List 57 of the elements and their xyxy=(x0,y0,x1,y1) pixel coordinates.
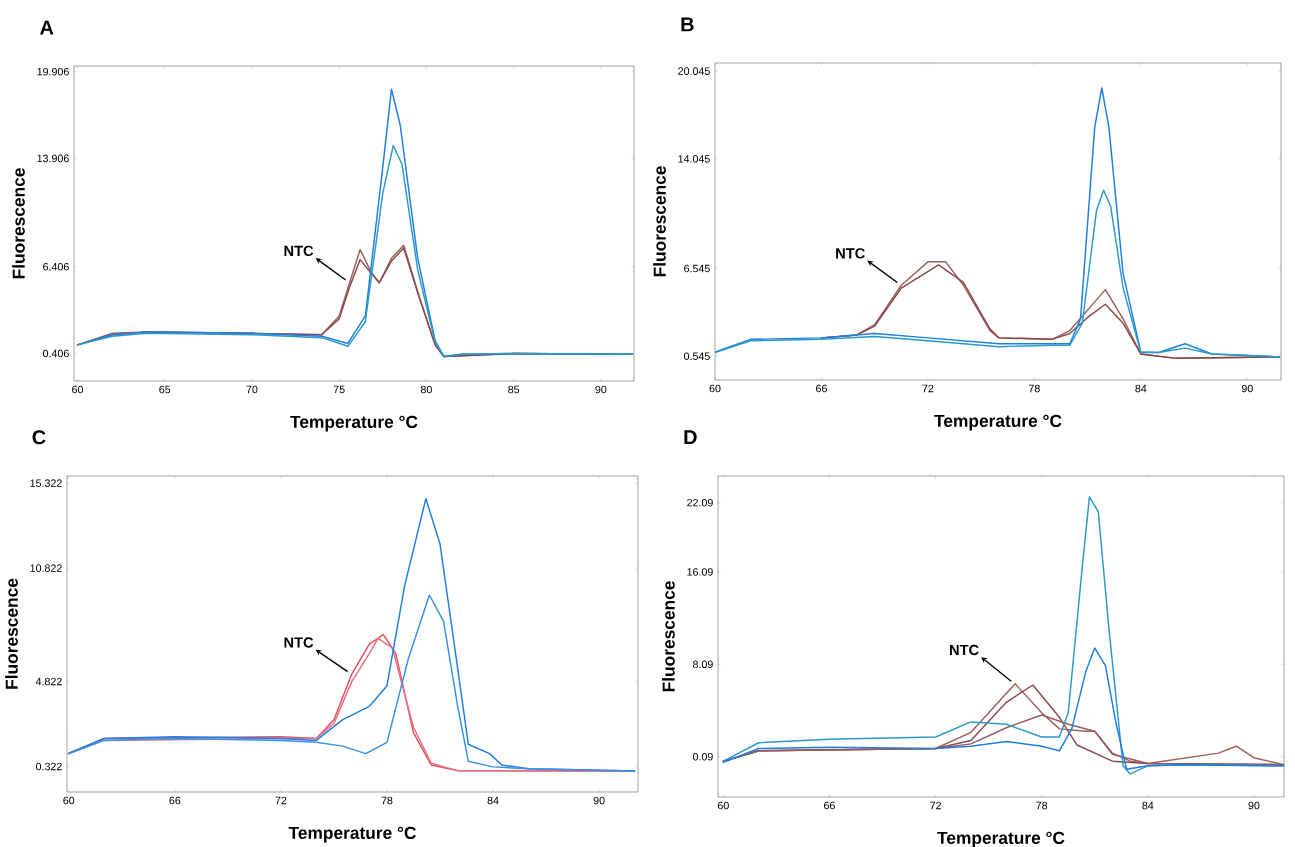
x-tick-label: 66 xyxy=(824,801,835,810)
chart-title: B xyxy=(681,17,694,32)
y-axis-title: Fluorescence xyxy=(653,166,666,277)
y-tick-label: 8.09 xyxy=(693,660,713,669)
y-axis-title: Fluorescence xyxy=(12,168,25,279)
x-axis-title: Temperature °C xyxy=(290,415,418,432)
x-tick-label: 60 xyxy=(709,384,721,393)
chart-title: A xyxy=(40,20,54,35)
y-tick-label: 20.045 xyxy=(678,67,710,75)
x-tick-label: 66 xyxy=(169,796,181,805)
x-tick-label: 84 xyxy=(487,796,499,805)
y-tick-label: 16.09 xyxy=(687,568,713,576)
y-axis-title: Fluorescence xyxy=(662,581,675,692)
x-tick-label: 78 xyxy=(381,796,393,805)
y-tick-label: 22.09 xyxy=(687,498,713,507)
y-tick-label: 14.045 xyxy=(678,155,710,163)
x-tick-label: 72 xyxy=(922,384,934,393)
x-tick-label: 60 xyxy=(72,385,84,394)
y-axis-title: Fluorescence xyxy=(5,578,18,689)
x-tick-label: 72 xyxy=(275,796,287,805)
y-tick-label: 6.406 xyxy=(43,262,69,271)
x-axis-title: Temperature °C xyxy=(288,826,416,843)
x-tick-label: 60 xyxy=(63,796,75,805)
annotation: NTC xyxy=(950,644,979,656)
chart-title: D xyxy=(684,430,697,445)
x-tick-label: 90 xyxy=(593,796,605,805)
y-tick-label: 10.822 xyxy=(30,564,62,572)
x-axis-title: Temperature °C xyxy=(937,831,1065,847)
y-tick-label: 0.545 xyxy=(684,352,710,361)
annotation: NTC xyxy=(284,245,314,257)
y-tick-label: 13.906 xyxy=(37,154,69,163)
y-tick-label: 0.322 xyxy=(36,762,62,771)
x-tick-label: 90 xyxy=(595,385,607,394)
x-tick-label: 65 xyxy=(159,385,171,394)
x-tick-label: 85 xyxy=(508,385,520,394)
x-tick-label: 90 xyxy=(1241,384,1253,393)
y-tick-label: 19.906 xyxy=(37,67,69,76)
x-tick-label: 90 xyxy=(1248,801,1260,810)
annotation: NTC xyxy=(284,637,314,648)
y-tick-label: 0.406 xyxy=(43,349,69,358)
x-tick-label: 84 xyxy=(1135,384,1147,393)
y-tick-label: 15.322 xyxy=(30,479,62,487)
y-tick-label: 6.545 xyxy=(684,264,710,273)
y-tick-label: 0.09 xyxy=(692,752,713,761)
x-tick-label: 78 xyxy=(1029,384,1040,393)
x-tick-label: 70 xyxy=(246,385,258,394)
x-tick-label: 75 xyxy=(333,385,345,394)
x-tick-label: 84 xyxy=(1142,801,1154,810)
x-tick-label: 72 xyxy=(930,801,941,810)
x-tick-label: 80 xyxy=(420,385,432,394)
annotation: NTC xyxy=(836,248,865,259)
y-tick-label: 4.822 xyxy=(35,677,62,686)
chart-title: C xyxy=(32,430,46,445)
x-tick-label: 78 xyxy=(1036,801,1048,810)
x-tick-label: 66 xyxy=(816,384,827,393)
x-axis-title: Temperature °C xyxy=(934,414,1062,431)
x-tick-label: 60 xyxy=(717,801,729,810)
